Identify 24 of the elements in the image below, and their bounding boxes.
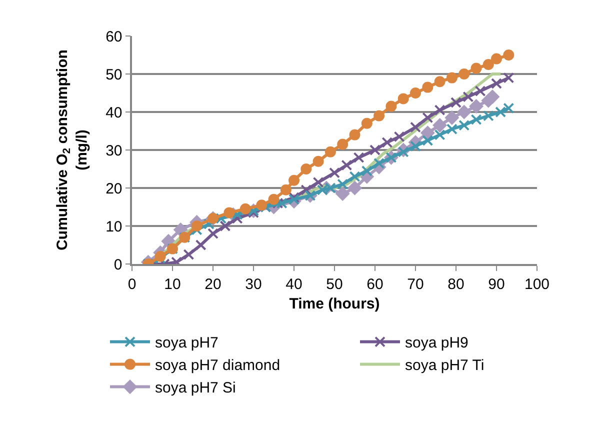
y-tick-label: 10 [106, 218, 122, 236]
x-tick-label: 60 [366, 276, 384, 293]
y-tick-label: 50 [106, 66, 122, 84]
y-tick-label: 40 [106, 104, 122, 122]
x-axis-title: Time (hours) [289, 295, 380, 312]
x-tick-label: 40 [286, 276, 302, 293]
x-tick-label: 100 [524, 276, 550, 293]
x-tick-label: 0 [128, 276, 136, 293]
legend-label: soya pH7 diamond [155, 357, 280, 374]
x-tick-label: 20 [204, 276, 222, 293]
x-tick-label: 30 [245, 276, 262, 293]
legend-label: soya pH9 [405, 334, 468, 352]
x-tick-label: 50 [326, 276, 343, 293]
y-tick-label: 30 [106, 142, 122, 160]
x-tick-label: 90 [488, 276, 505, 293]
x-tick-label: 80 [448, 276, 464, 293]
legend-label: soya pH7 [155, 334, 218, 352]
x-tick-label: 10 [164, 276, 181, 293]
y-tick-label: 60 [106, 28, 122, 46]
y-tick-label: 0 [114, 256, 122, 274]
x-tick-label: 70 [407, 276, 424, 293]
legend-label: soya pH7 Si [155, 380, 236, 397]
legend-label: soya pH7 Ti [405, 357, 484, 374]
y-tick-label: 20 [106, 180, 122, 198]
